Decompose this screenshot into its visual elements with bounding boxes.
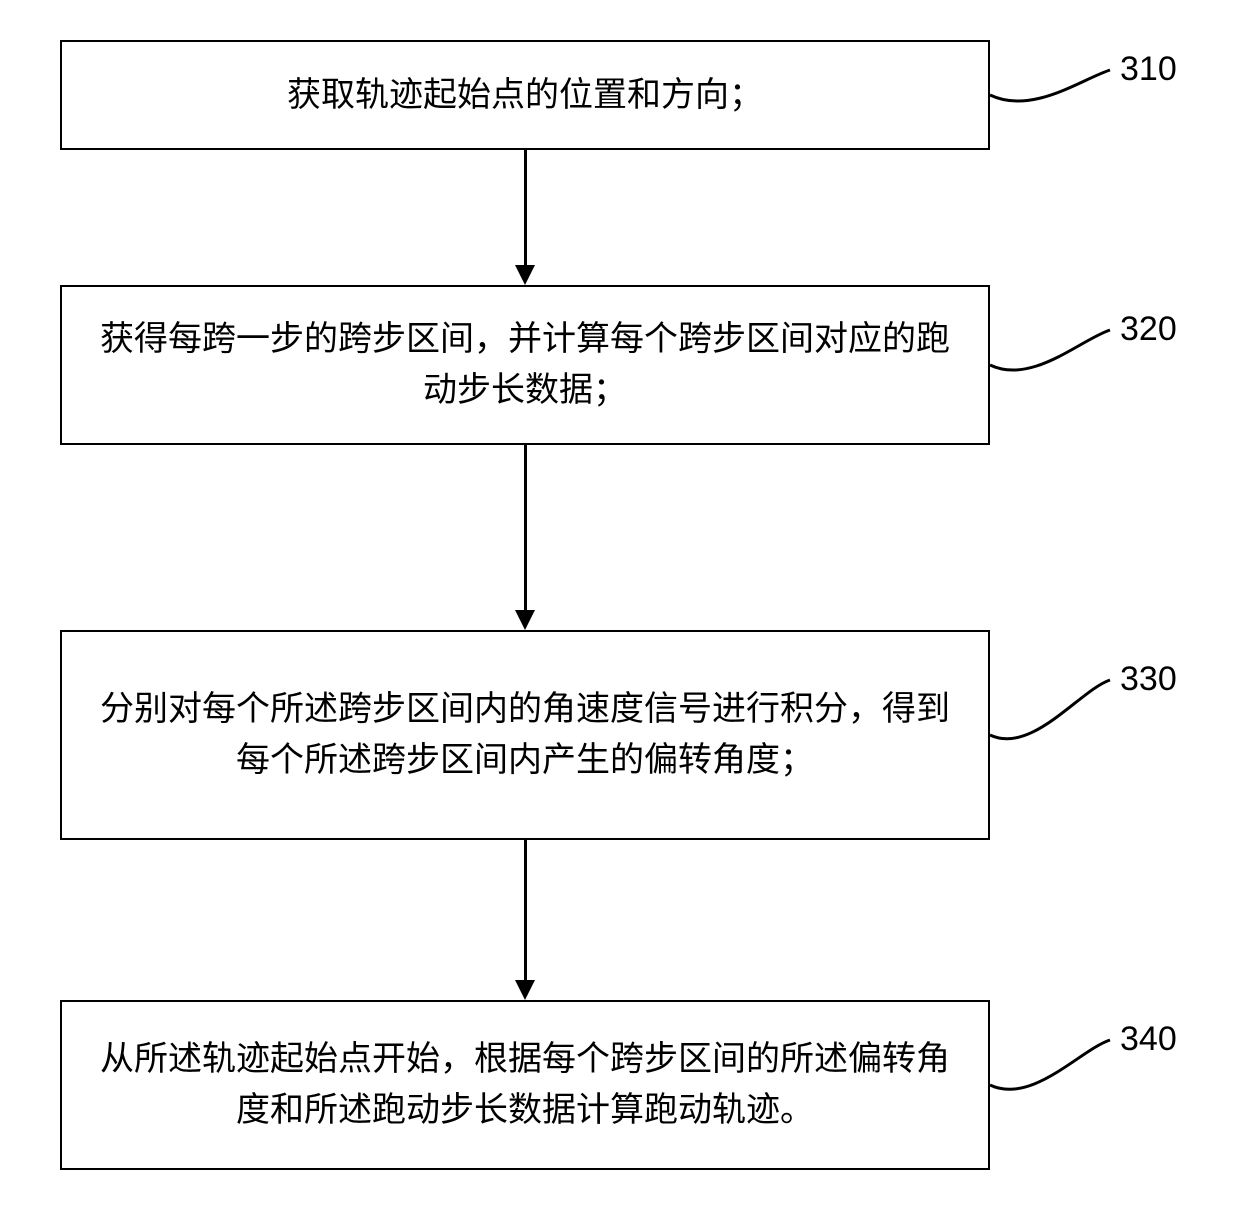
arrow-line	[524, 150, 527, 265]
arrow-line	[524, 445, 527, 610]
arrow-head-icon	[515, 980, 535, 1000]
arrow-head-icon	[515, 610, 535, 630]
connector-340	[0, 0, 1240, 1228]
arrow-head-icon	[515, 265, 535, 285]
flowchart-canvas: 获取轨迹起始点的位置和方向；310获得每跨一步的跨步区间，并计算每个跨步区间对应…	[0, 0, 1240, 1228]
arrow-line	[524, 840, 527, 980]
